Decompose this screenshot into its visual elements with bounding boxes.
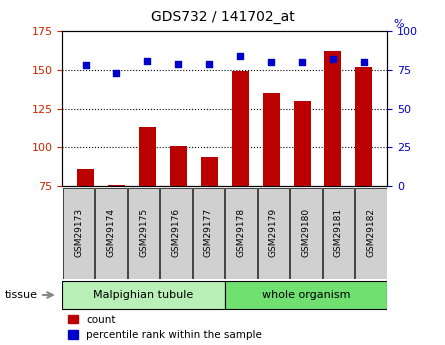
Point (267, 59, 275, 65)
Bar (263, 93, 279, 303)
FancyBboxPatch shape (258, 188, 289, 278)
Point (237, 53, 244, 59)
Bar (139, 127, 156, 303)
FancyBboxPatch shape (225, 188, 257, 278)
Bar (108, 185, 125, 303)
Bar (324, 51, 341, 303)
Bar (170, 146, 187, 303)
Bar (201, 157, 218, 303)
Text: %: % (394, 20, 404, 29)
FancyBboxPatch shape (160, 188, 192, 278)
Bar (356, 67, 372, 303)
Text: Malpighian tubule: Malpighian tubule (93, 290, 194, 300)
Point (82, 62, 89, 68)
Text: GSM29173: GSM29173 (74, 208, 83, 257)
Text: GSM29181: GSM29181 (334, 208, 343, 257)
FancyBboxPatch shape (62, 281, 225, 309)
Text: GSM29175: GSM29175 (139, 208, 148, 257)
FancyBboxPatch shape (193, 188, 224, 278)
Text: tissue: tissue (4, 290, 37, 300)
FancyBboxPatch shape (128, 188, 159, 278)
Point (299, 59, 306, 65)
FancyBboxPatch shape (225, 281, 387, 309)
Bar (294, 101, 311, 303)
FancyBboxPatch shape (355, 188, 387, 278)
Point (113, 70, 120, 76)
Point (329, 56, 336, 62)
Text: whole organism: whole organism (262, 290, 350, 300)
Text: GSM29182: GSM29182 (366, 208, 376, 257)
Text: GSM29174: GSM29174 (106, 208, 116, 257)
Text: GSM29179: GSM29179 (269, 208, 278, 257)
Point (144, 58, 151, 63)
FancyBboxPatch shape (323, 188, 354, 278)
Legend: count, percentile rank within the sample: count, percentile rank within the sample (68, 315, 262, 340)
FancyBboxPatch shape (290, 188, 322, 278)
Text: GSM29176: GSM29176 (171, 208, 181, 257)
Text: GSM29177: GSM29177 (204, 208, 213, 257)
Point (360, 59, 368, 65)
Bar (232, 71, 249, 303)
FancyBboxPatch shape (63, 188, 94, 278)
Text: GDS732 / 141702_at: GDS732 / 141702_at (150, 10, 295, 24)
Point (175, 61, 182, 66)
Text: GSM29178: GSM29178 (236, 208, 246, 257)
Bar (77, 169, 94, 303)
Point (206, 61, 213, 66)
FancyBboxPatch shape (95, 188, 127, 278)
Text: GSM29180: GSM29180 (301, 208, 311, 257)
